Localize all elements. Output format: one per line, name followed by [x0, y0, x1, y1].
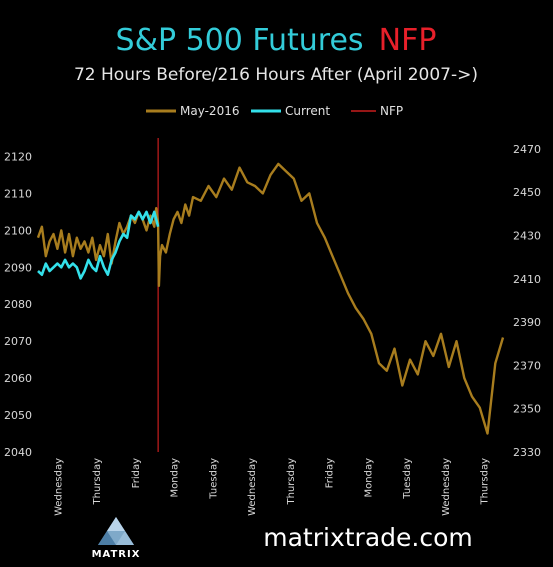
y-axis-left: 2040 2050 2060 2070 2080 2090 2100 2110 2120 — [4, 150, 32, 459]
y-left-tick-label: 2070 — [4, 335, 32, 348]
legend-label-nfp: NFP — [380, 104, 403, 118]
y-right-tick-label: 2350 — [513, 403, 541, 416]
x-tick-label: Thursday — [286, 458, 297, 506]
x-tick-label: Wednesday — [53, 458, 64, 516]
series-line-may2016 — [36, 162, 505, 435]
y-right-tick-label: 2330 — [513, 446, 541, 459]
y-right-tick-label: 2430 — [513, 229, 541, 242]
y-left-tick-label: 2120 — [4, 150, 32, 163]
chart-title: S&P 500 Futures NFP — [116, 23, 437, 58]
series-line-current — [37, 210, 160, 280]
x-tick-label: Wednesday — [247, 458, 258, 516]
chart-title-main: S&P 500 Futures — [116, 23, 364, 58]
y-axis-right: 2330 2350 2370 2390 2410 2430 2450 2470 — [513, 143, 541, 459]
y-left-tick-label: 2110 — [4, 187, 32, 200]
legend-label-current: Current — [285, 104, 330, 118]
x-tick-label: Tuesday — [402, 458, 413, 500]
logo-text: MATRIX — [92, 549, 141, 560]
legend-label-may2016: May-2016 — [180, 104, 239, 118]
y-right-tick-label: 2450 — [513, 186, 541, 199]
matrix-logo: MATRIX — [92, 517, 141, 560]
y-right-tick-label: 2470 — [513, 143, 541, 156]
chart-subtitle: 72 Hours Before/216 Hours After (April 2… — [74, 65, 478, 85]
y-left-tick-label: 2090 — [4, 261, 32, 274]
plot-area — [36, 138, 505, 452]
website-link[interactable]: matrixtrade.com — [263, 523, 473, 552]
y-right-tick-label: 2410 — [513, 273, 541, 286]
x-tick-label: Thursday — [480, 458, 491, 506]
x-tick-label: Monday — [170, 458, 181, 498]
x-tick-label: Thursday — [92, 458, 103, 506]
y-left-tick-label: 2060 — [4, 372, 32, 385]
y-left-tick-label: 2050 — [4, 409, 32, 422]
x-tick-label: Friday — [131, 458, 142, 488]
chart-title-accent: NFP — [379, 23, 437, 58]
x-tick-label: Monday — [363, 458, 374, 498]
y-right-tick-label: 2390 — [513, 316, 541, 329]
y-left-tick-label: 2100 — [4, 224, 32, 237]
y-left-tick-label: 2080 — [4, 298, 32, 311]
x-tick-label: Wednesday — [441, 458, 452, 516]
x-tick-label: Friday — [325, 458, 336, 488]
x-axis: Wednesday Thursday Friday Monday Tuesday Wedn… — [53, 458, 490, 516]
legend: May-2016 Current NFP — [146, 104, 403, 118]
x-tick-label: Tuesday — [208, 458, 219, 500]
y-left-tick-label: 2040 — [4, 446, 32, 459]
y-right-tick-label: 2370 — [513, 359, 541, 372]
